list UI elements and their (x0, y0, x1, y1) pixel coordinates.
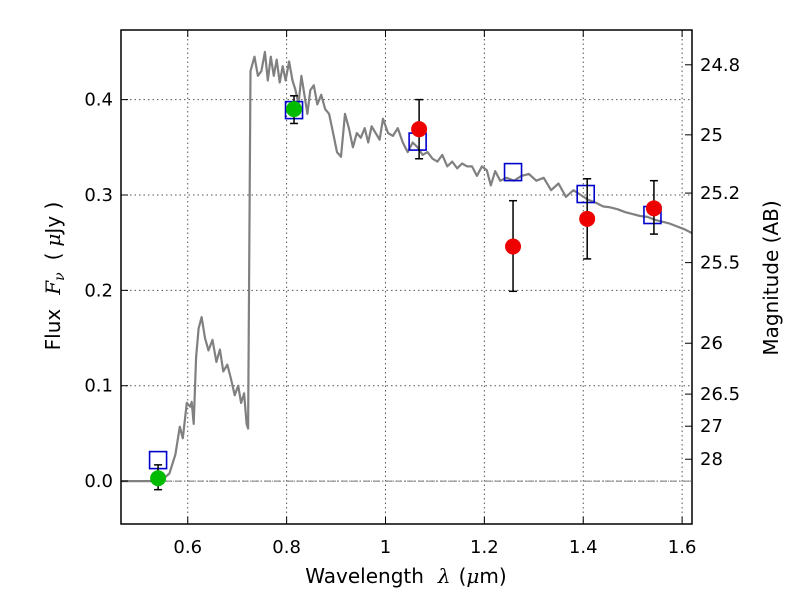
magnitude-tick-label: 24.8 (700, 55, 740, 76)
y-tick-label: 0.3 (84, 185, 113, 206)
y-tick-label: 0.4 (84, 90, 113, 111)
magnitude-tick-label: 25.2 (700, 183, 740, 204)
magnitude-tick-label: 28 (700, 449, 723, 470)
y-tick-label: 0.2 (84, 280, 113, 301)
green-point (286, 101, 303, 118)
x-tick-label: 1.4 (569, 537, 598, 558)
x-tick-label: 0.6 (173, 537, 202, 558)
red-point (645, 200, 662, 217)
data-points (148, 95, 662, 491)
red-point (579, 210, 596, 227)
model-photometry-square (503, 162, 523, 182)
x-tick-label: 0.8 (272, 537, 301, 558)
magnitude-tick-label: 27 (700, 416, 723, 437)
green-point (150, 470, 167, 487)
y-tick-label: 0.1 (84, 376, 113, 397)
model-photometry-square (576, 184, 596, 204)
red-point (411, 121, 428, 138)
grid-lines (121, 30, 692, 524)
plot-frame (120, 29, 693, 525)
magnitude-tick-label: 25 (700, 125, 723, 146)
magnitude-tick-label: 26.5 (700, 384, 740, 405)
x-axis-title: Wavelength λ (μm) (305, 564, 506, 588)
y-axis-title: FluxFν(μJy ) (41, 202, 68, 351)
y-tick-label: 0.0 (84, 471, 113, 492)
magnitude-axis-title: Magnitude (AB) (759, 200, 783, 355)
x-tick-label: 1 (380, 537, 391, 558)
magnitude-tick-label: 25.5 (700, 253, 740, 274)
model-spectrum-line (121, 50, 693, 483)
magnitude-tick-label: 26 (700, 333, 723, 354)
x-tick-label: 1.6 (668, 537, 697, 558)
x-tick-label: 1.2 (470, 537, 499, 558)
axis-ticks: 0.6 0.8 1 1.2 1.4 1.6 0.0 0.1 0.2 0.3 0.4 24.8 25 25.… (84, 30, 740, 558)
red-point (505, 238, 522, 255)
